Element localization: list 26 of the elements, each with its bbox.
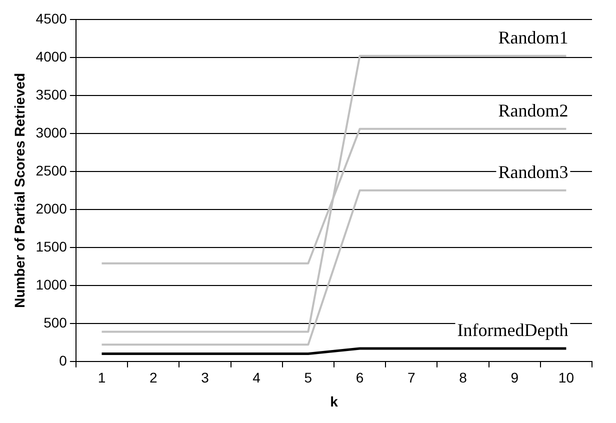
series-label: InformedDepth xyxy=(457,320,568,340)
x-tick-label: 7 xyxy=(407,370,416,386)
y-axis-title: Number of Partial Scores Retrieved xyxy=(11,72,28,308)
y-tick-label: 0 xyxy=(59,352,68,368)
x-tick-label: 6 xyxy=(356,370,364,386)
x-tick-label: 3 xyxy=(201,370,210,386)
y-tick-label: 500 xyxy=(44,314,68,330)
x-tick-label: 10 xyxy=(558,370,574,386)
y-tick-label: 4000 xyxy=(36,48,68,64)
y-tick-label: 1000 xyxy=(36,276,68,292)
series-label: Random2 xyxy=(498,100,568,121)
x-axis-title: k xyxy=(330,393,338,410)
series-label: Random1 xyxy=(498,28,568,48)
x-tick-label: 9 xyxy=(510,370,519,386)
y-tick-label: 3000 xyxy=(36,124,68,140)
x-tick-label: 1 xyxy=(98,370,106,386)
x-tick-label: 5 xyxy=(304,370,312,386)
y-tick-label: 2000 xyxy=(36,200,68,216)
y-tick-label: 3500 xyxy=(36,86,68,102)
y-tick-label: 4500 xyxy=(36,10,68,26)
x-tick-label: 2 xyxy=(149,370,158,386)
series-label: Random3 xyxy=(498,162,568,182)
y-tick-label: 1500 xyxy=(36,238,68,254)
x-tick-label: 4 xyxy=(252,370,261,386)
y-tick-label: 2500 xyxy=(36,162,68,178)
x-tick-label: 8 xyxy=(459,370,468,386)
